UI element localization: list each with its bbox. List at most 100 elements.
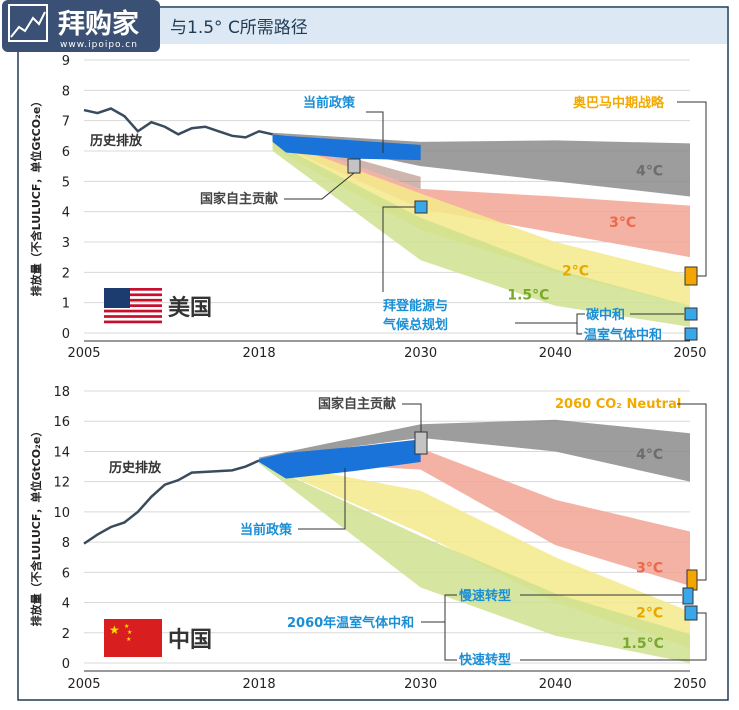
x-tick-label: 2050 — [673, 346, 706, 361]
china-flag-icon: ★ ★★★ — [104, 619, 162, 657]
flag-star: ★ — [127, 629, 132, 636]
carbon-neutral-marker — [684, 307, 698, 321]
obama-marker — [684, 266, 698, 286]
ndc-label: 国家自主贡献 — [200, 191, 278, 207]
y-tick-label: 2 — [62, 627, 70, 642]
flag-bg — [104, 619, 162, 657]
logo-url: www.ipoipo.cn — [60, 40, 138, 50]
y-tick-label: 8 — [62, 536, 70, 551]
band-label: 3°C — [609, 215, 636, 231]
biden-plan-label-line2: 气候总规划 — [383, 317, 448, 333]
slow-transition-label: 慢速转型 — [459, 588, 511, 604]
flag-stripe — [104, 304, 162, 307]
y-tick-label: 9 — [62, 54, 70, 69]
co2-leader — [677, 403, 707, 581]
band-15c — [272, 141, 690, 327]
band-4c — [259, 419, 690, 482]
y-tick-label: 1 — [62, 297, 70, 312]
x-tick-label: 2040 — [539, 346, 572, 361]
logo-chart-icon — [8, 4, 48, 42]
co2-neutral-marker — [686, 569, 698, 591]
logo-name: 拜购家 — [58, 8, 139, 40]
band-2c — [272, 138, 690, 306]
band-3c — [259, 448, 690, 586]
country-label: 中国 — [168, 628, 212, 653]
ndc-marker — [414, 431, 428, 455]
country-label: 美国 — [168, 295, 212, 321]
ghg-2060-label: 2060年温室气体中和 — [287, 615, 414, 631]
ndc-leader — [402, 403, 422, 432]
ghg-2060-leader — [421, 594, 457, 623]
ghg-2060-leader-2 — [444, 622, 457, 661]
policy-leader — [298, 468, 346, 530]
band-label: 2°C — [562, 263, 589, 279]
ghg-neutral-label: 温室气体中和 — [584, 327, 662, 343]
china-chart-panel: 0 2 4 6 8 10 12 14 16 18 2005 2018 2030 2040 2050 排放量（不… — [29, 385, 707, 692]
history-label: 历史排放 — [90, 133, 143, 149]
flag-stripe — [104, 293, 162, 297]
carbon-neutral-label: 碳中和 — [586, 307, 625, 323]
current-policy-label: 当前政策 — [240, 522, 293, 538]
y-tick-label: 4 — [62, 597, 70, 612]
y-tick-label: 7 — [62, 115, 70, 130]
slow-transition-marker — [682, 587, 694, 605]
x-tick-label: 2018 — [243, 677, 276, 692]
y-tick-label: 0 — [62, 657, 70, 672]
y-tick-label: 10 — [53, 506, 70, 521]
x-tick-label: 2030 — [404, 677, 437, 692]
y-tick-label: 18 — [53, 385, 70, 400]
flag-canton — [104, 288, 130, 308]
flag-star: ★ — [124, 623, 129, 630]
flag-stripe — [104, 288, 162, 291]
ndc-marker — [347, 158, 361, 174]
band-label: 1.5°C — [507, 288, 549, 304]
band-label: 4°C — [636, 163, 663, 179]
page-title: 与1.5° C所需路径 — [170, 18, 308, 38]
biden-plan-label: 拜登能源与 — [383, 298, 448, 314]
flag-stripe — [104, 320, 162, 324]
outer-border — [17, 6, 729, 701]
y-tick-label: 6 — [62, 145, 70, 160]
band-2c — [259, 460, 690, 648]
x-tick-label: 2040 — [539, 677, 572, 692]
obama-label: 奥巴马中期战略 — [573, 95, 665, 111]
x-tick-label: 2030 — [404, 346, 437, 361]
flag-star: ★ — [109, 623, 120, 637]
biden-plan-marker — [414, 200, 428, 214]
y-tick-label: 4 — [62, 206, 70, 221]
y-tick-label: 8 — [62, 84, 70, 99]
ndc-label: 国家自主贡献 — [318, 396, 396, 412]
ghg-neutral-marker — [684, 327, 698, 341]
history-line — [83, 459, 260, 545]
y-axis-label: 排放量（不含LULUCF，单位GtCO₂e） — [29, 426, 43, 627]
band-label: 1.5°C — [622, 636, 664, 652]
history-label: 历史排放 — [109, 460, 162, 476]
policy-leader — [366, 111, 384, 153]
ndc-leader — [284, 172, 355, 200]
fast-transition-label: 快速转型 — [459, 652, 511, 668]
y-axis-label: 排放量（不含LULUCF，单位GtCO₂e） — [29, 96, 43, 297]
y-tick-label: 12 — [53, 476, 70, 491]
us-flag-icon — [104, 288, 162, 324]
current-policy-label: 当前政策 — [303, 95, 356, 111]
biden-leader — [382, 206, 415, 292]
history-line — [83, 107, 273, 139]
ghg-leader — [576, 323, 582, 335]
current-policy-band — [272, 134, 421, 161]
flag-stripe — [104, 315, 162, 318]
band-3c — [272, 135, 690, 258]
y-tick-label: 14 — [53, 445, 70, 460]
x-tick-label: 2005 — [67, 677, 100, 692]
band-label: 3°C — [636, 560, 663, 576]
band-15c — [259, 462, 690, 663]
x-tick-label: 2050 — [673, 677, 706, 692]
x-tick-label: 2018 — [243, 346, 276, 361]
current-policy-band — [259, 439, 421, 479]
site-logo: 拜购家 www.ipoipo.cn — [2, 0, 160, 52]
us-chart-panel: 0 1 2 3 4 5 6 7 8 9 2005 2018 2030 2040 2050 排放量（不含LULU… — [29, 54, 707, 361]
carbon-leader — [515, 313, 585, 324]
band-label: 4°C — [636, 447, 663, 463]
y-tick-label: 3 — [62, 236, 70, 251]
